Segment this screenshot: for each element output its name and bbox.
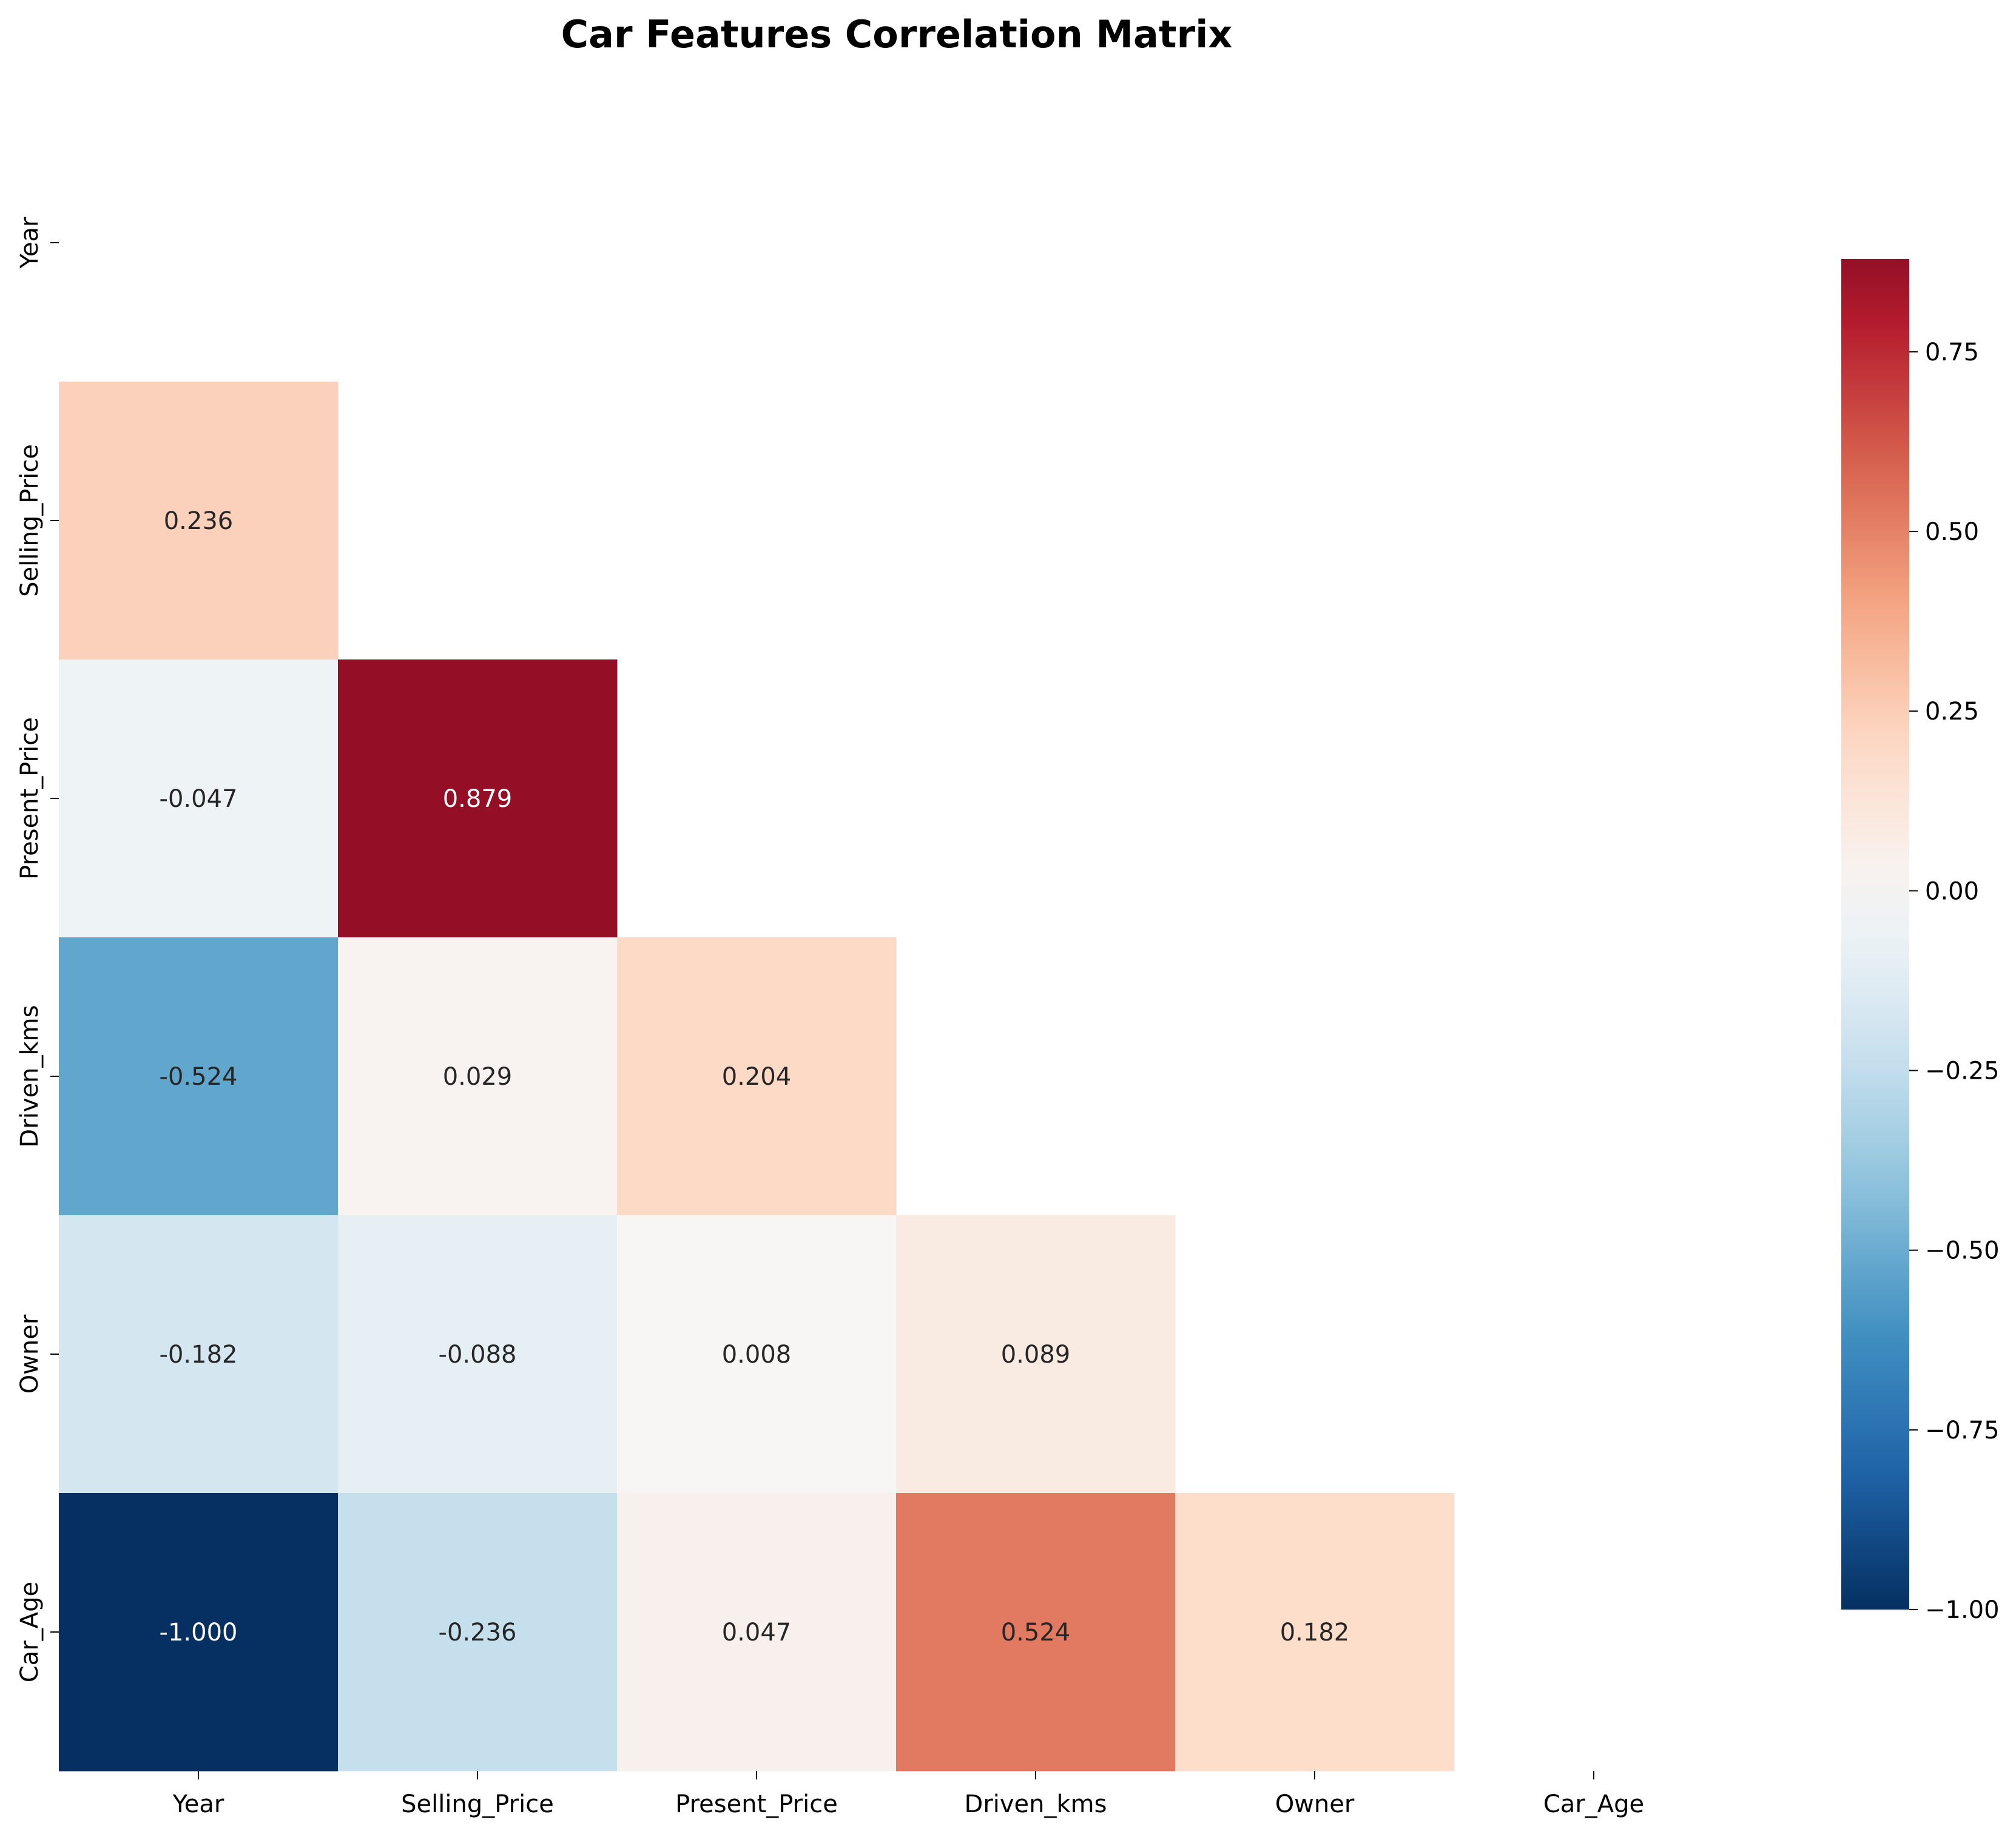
heatmap-cell-Present_Price-Year: [59, 659, 339, 938]
cell-value-label: 0.029: [443, 1063, 513, 1091]
colorbar: −1.00 −0.75 −0.50 −0.25 0.00 0.25 0.50 0.75: [1841, 259, 2000, 1624]
cell-value-label: 0.008: [722, 1341, 792, 1369]
colorbar-tick-label: −1.00: [1925, 1596, 2000, 1624]
cell-value-label: 0.089: [1001, 1341, 1071, 1369]
cell-value-label: 0.047: [722, 1619, 792, 1647]
cell-value-label: -0.047: [160, 785, 238, 813]
x-tick-label-Owner: Owner: [1275, 1790, 1355, 1818]
colorbar-tick-label: 0.00: [1925, 877, 1979, 905]
heatmap-cell-Driven_kms-Year: [59, 937, 339, 1216]
heatmap-cell-Owner-Present_Price: [617, 1215, 897, 1494]
y-tick-label-Car_Age: Car_Age: [16, 1582, 44, 1682]
cell-value-labels: 0.236 -0.047 0.879 -0.524 0.029 0.204 -0.182 -0…: [160, 507, 1350, 1647]
heatmap-cell-Car_Age-Driven_kms: [896, 1493, 1176, 1772]
heatmap-cell-Car_Age-Selling_Price: [338, 1493, 618, 1772]
colorbar-tick-label: 0.75: [1925, 339, 1979, 366]
cell-value-label: 0.236: [164, 507, 234, 535]
y-tick-label-Driven_kms: Driven_kms: [16, 1005, 44, 1148]
colorbar-gradient: [1841, 259, 1909, 1610]
y-tick-label-Year: Year: [16, 217, 44, 269]
heatmap-cells: [59, 382, 1455, 1772]
heatmap-cell-Car_Age-Year: [59, 1493, 339, 1772]
x-tick-label-Present_Price: Present_Price: [675, 1790, 838, 1818]
colorbar-tick-label: −0.75: [1925, 1417, 2000, 1445]
heatmap-cell-Owner-Selling_Price: [338, 1215, 618, 1494]
chart-title: Car Features Correlation Matrix: [561, 12, 1233, 56]
colorbar-tick-label: 0.25: [1925, 698, 1979, 726]
x-axis: Year Selling_Price Present_Price Driven_kms…: [172, 1771, 1644, 1818]
y-tick-label-Owner: Owner: [16, 1314, 44, 1394]
heatmap-cell-Owner-Year: [59, 1215, 339, 1494]
cell-value-label: 0.879: [443, 785, 513, 813]
cell-value-label: -0.088: [439, 1341, 517, 1369]
x-tick-label-Selling_Price: Selling_Price: [401, 1790, 554, 1818]
heatmap-cell-Car_Age-Owner: [1175, 1493, 1455, 1772]
colorbar-tick-label: 0.50: [1925, 518, 1979, 546]
heatmap-cell-Driven_kms-Selling_Price: [338, 937, 618, 1216]
cell-value-label: -1.000: [160, 1619, 238, 1647]
heatmap-cell-Selling_Price-Year: [59, 382, 339, 660]
cell-value-label: 0.524: [1001, 1619, 1071, 1647]
colorbar-tick-label: −0.50: [1925, 1237, 2000, 1265]
colorbar-tick-label: −0.25: [1925, 1057, 2000, 1085]
x-tick-label-Year: Year: [172, 1790, 224, 1818]
cell-value-label: -0.236: [439, 1619, 517, 1647]
x-tick-label-Driven_kms: Driven_kms: [965, 1790, 1107, 1818]
y-axis: Year Selling_Price Present_Price Driven_kms…: [16, 217, 59, 1682]
heatmap-cell-Car_Age-Present_Price: [617, 1493, 897, 1772]
heatmap-cell-Owner-Driven_kms: [896, 1215, 1176, 1494]
y-tick-label-Selling_Price: Selling_Price: [16, 444, 44, 597]
cell-value-label: -0.524: [160, 1063, 238, 1091]
cell-value-label: 0.182: [1280, 1619, 1350, 1647]
y-tick-label-Present_Price: Present_Price: [16, 717, 44, 880]
x-tick-label-Car_Age: Car_Age: [1543, 1790, 1644, 1818]
cell-value-label: -0.182: [160, 1341, 238, 1369]
cell-value-label: 0.204: [722, 1063, 792, 1091]
heatmap-cell-Present_Price-Selling_Price: [338, 659, 618, 938]
heatmap-cell-Driven_kms-Present_Price: [617, 937, 897, 1216]
